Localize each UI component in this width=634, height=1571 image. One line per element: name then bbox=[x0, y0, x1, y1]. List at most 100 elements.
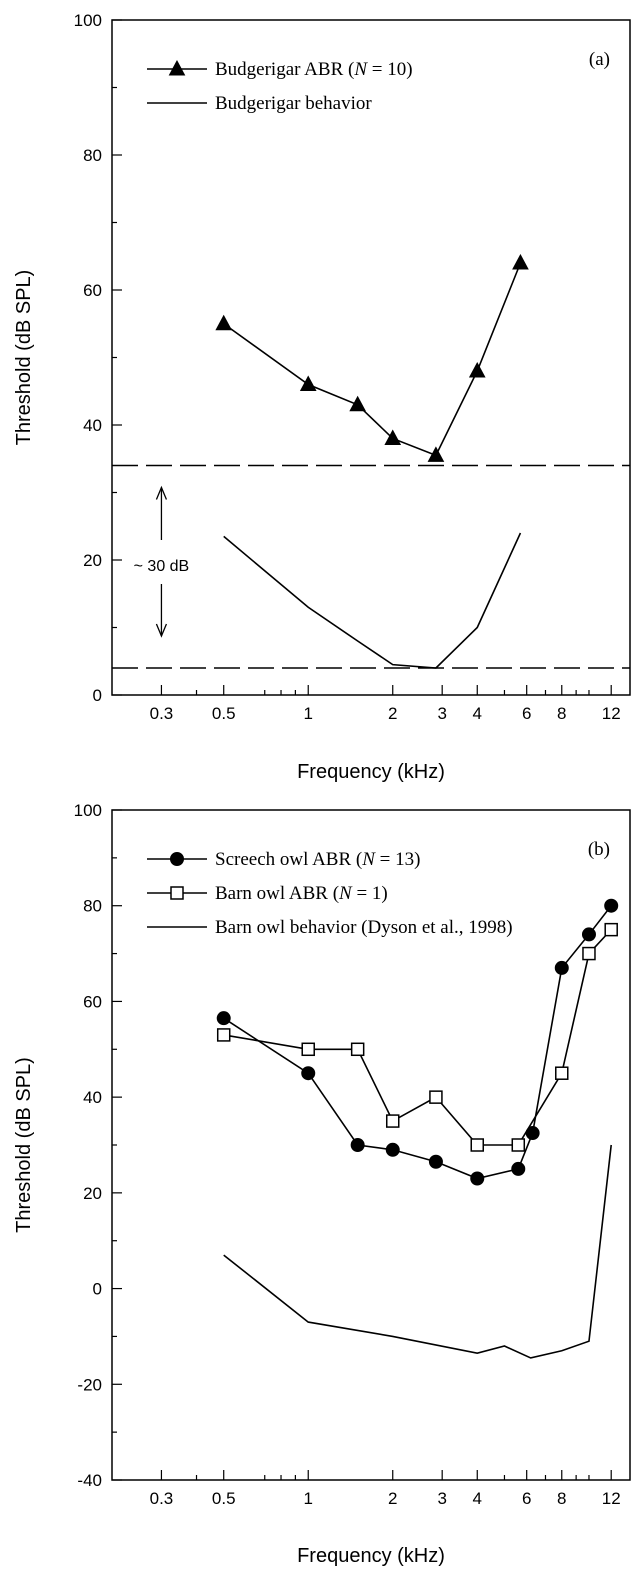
y-tick-label: -40 bbox=[77, 1471, 102, 1490]
data-point bbox=[429, 1090, 443, 1104]
data-point bbox=[216, 1011, 231, 1026]
legend-label-part: = 13) bbox=[375, 849, 421, 870]
legend-label-part: = 1) bbox=[352, 883, 388, 904]
series-line bbox=[223, 262, 522, 457]
legend-entry: Budgerigar ABR (N = 10) bbox=[147, 59, 413, 80]
y-tick-label: 20 bbox=[83, 551, 102, 570]
data-point bbox=[349, 395, 367, 412]
x-tick-label: 1 bbox=[303, 1489, 312, 1508]
data-point bbox=[554, 960, 569, 975]
x-tick-label: 1 bbox=[303, 704, 312, 723]
data-point bbox=[384, 429, 402, 445]
arrow-up-head bbox=[155, 485, 168, 500]
data-point bbox=[604, 922, 618, 937]
y-tick-label: 80 bbox=[83, 146, 102, 165]
y-tick-label: -20 bbox=[77, 1375, 102, 1394]
series-line bbox=[223, 905, 612, 1180]
panel-label: (a) bbox=[589, 49, 610, 70]
data-point bbox=[511, 1161, 526, 1176]
legend-label-part: N bbox=[361, 849, 376, 870]
legend-label: Budgerigar ABR (N = 10) bbox=[215, 59, 413, 80]
legend-label-part: Screech owl ABR ( bbox=[215, 849, 362, 870]
legend-label-part: Barn owl ABR ( bbox=[215, 883, 339, 904]
y-tick-label: 60 bbox=[83, 281, 102, 300]
data-point bbox=[428, 1154, 443, 1169]
legend-label-part: Budgerigar ABR ( bbox=[215, 59, 354, 80]
data-point bbox=[301, 1066, 316, 1081]
y-tick-label: 0 bbox=[93, 686, 102, 705]
legend-label: Budgerigar behavior bbox=[215, 93, 372, 114]
y-tick-label: 40 bbox=[83, 416, 102, 435]
y-tick-label: 60 bbox=[83, 992, 102, 1011]
data-point bbox=[299, 375, 317, 391]
x-tick-label: 0.5 bbox=[212, 704, 236, 723]
data-point bbox=[427, 446, 445, 462]
x-tick-label: 6 bbox=[522, 704, 531, 723]
data-point bbox=[350, 1042, 365, 1057]
x-axis-title: Frequency (kHz) bbox=[297, 1545, 445, 1567]
legend-marker bbox=[170, 886, 184, 900]
data-point bbox=[604, 898, 619, 913]
legend-label-part: N bbox=[353, 59, 368, 80]
data-point bbox=[581, 927, 596, 942]
plot-frame bbox=[111, 809, 631, 1481]
data-point bbox=[582, 946, 596, 961]
data-point bbox=[555, 1066, 569, 1080]
x-tick-label: 12 bbox=[602, 1489, 621, 1508]
y-tick-label: 0 bbox=[93, 1280, 102, 1299]
series-2 bbox=[223, 1144, 612, 1359]
x-axis-title: Frequency (kHz) bbox=[297, 761, 445, 783]
y-tick-label: 100 bbox=[74, 801, 102, 820]
legend-label: Screech owl ABR (N = 13) bbox=[215, 849, 420, 870]
x-tick-label: 0.3 bbox=[150, 704, 174, 723]
data-point bbox=[511, 1138, 526, 1152]
data-point bbox=[215, 314, 233, 331]
y-axis-title: Threshold (dB SPL) bbox=[13, 270, 35, 446]
y-axis-title: Threshold (dB SPL) bbox=[13, 1057, 35, 1233]
x-tick-label: 2 bbox=[388, 704, 397, 723]
arrow-down-head bbox=[155, 623, 168, 638]
series-1 bbox=[223, 532, 522, 669]
y-tick-label: 40 bbox=[83, 1088, 102, 1107]
x-tick-label: 12 bbox=[602, 704, 621, 723]
data-point bbox=[385, 1114, 400, 1128]
x-tick-label: 3 bbox=[437, 704, 446, 723]
series-1 bbox=[216, 922, 618, 1152]
x-tick-label: 4 bbox=[473, 1489, 482, 1508]
legend-entry: Screech owl ABR (N = 13) bbox=[147, 849, 420, 870]
x-tick-label: 8 bbox=[557, 704, 566, 723]
series-line bbox=[223, 532, 522, 669]
x-tick-label: 4 bbox=[473, 704, 482, 723]
y-tick-label: 100 bbox=[74, 11, 102, 30]
legend-entry: Budgerigar behavior bbox=[147, 93, 372, 114]
legend-entry: Barn owl ABR (N = 1) bbox=[147, 883, 388, 904]
data-point bbox=[468, 361, 486, 378]
series-0 bbox=[215, 253, 529, 462]
double-arrow bbox=[155, 485, 168, 638]
x-tick-label: 6 bbox=[522, 1489, 531, 1508]
plot-frame bbox=[111, 19, 631, 696]
data-point bbox=[301, 1042, 315, 1057]
series-line bbox=[223, 929, 612, 1146]
legend-label-part: N bbox=[338, 883, 353, 904]
annotation-label: ~ 30 dB bbox=[134, 558, 190, 575]
legend-marker bbox=[170, 852, 184, 866]
legend-label: Barn owl ABR (N = 1) bbox=[215, 883, 388, 904]
x-tick-label: 8 bbox=[557, 1489, 566, 1508]
legend-marker bbox=[168, 59, 186, 76]
legend-entry: Barn owl behavior (Dyson et al., 1998) bbox=[147, 917, 513, 938]
series-line bbox=[223, 1144, 612, 1359]
data-point bbox=[385, 1142, 400, 1157]
x-tick-label: 0.5 bbox=[212, 1489, 236, 1508]
series-0 bbox=[216, 898, 619, 1186]
data-point bbox=[470, 1138, 485, 1152]
data-point bbox=[470, 1171, 485, 1186]
legend-label: Barn owl behavior (Dyson et al., 1998) bbox=[215, 917, 513, 938]
x-tick-label: 0.3 bbox=[150, 1489, 174, 1508]
legend-label-part: = 10) bbox=[367, 59, 413, 80]
x-tick-label: 2 bbox=[388, 1489, 397, 1508]
data-point bbox=[350, 1138, 365, 1152]
